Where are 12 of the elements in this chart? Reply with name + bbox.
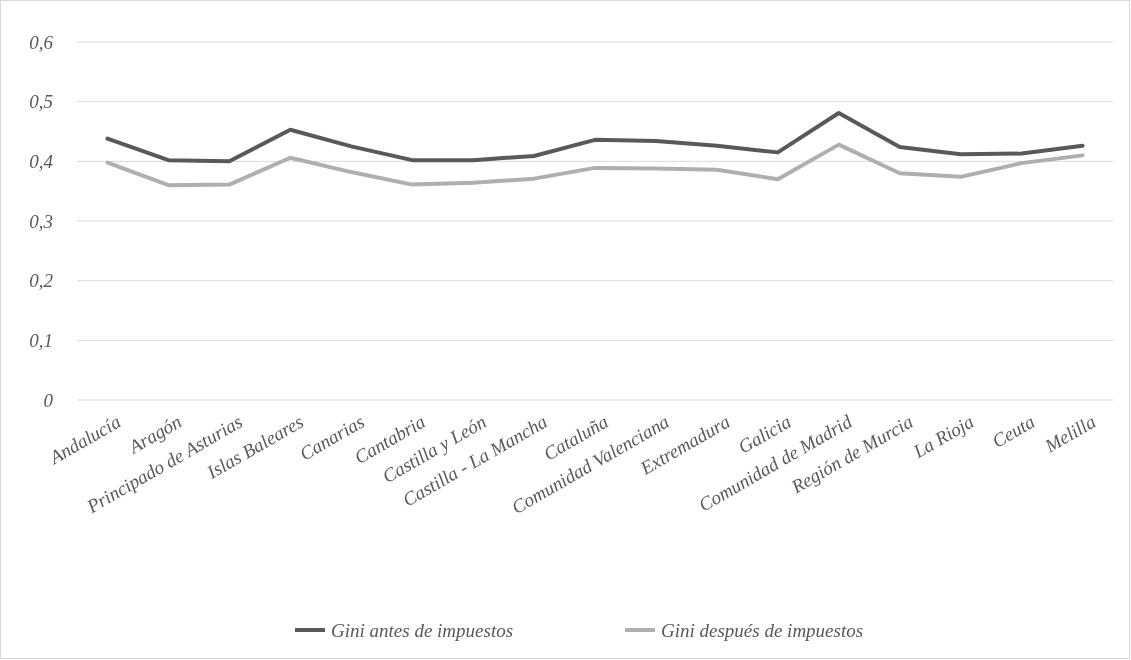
y-tick-label: 0,2 (29, 270, 54, 292)
legend-label: Gini antes de impuestos (331, 619, 514, 641)
y-tick-label: 0,3 (29, 210, 53, 232)
legend-label: Gini después de impuestos (661, 619, 864, 641)
y-tick-label: 0,6 (29, 31, 54, 53)
y-tick-label: 0,4 (29, 150, 54, 172)
x-tick-label: Ceuta (988, 410, 1039, 452)
y-tick-label: 0,1 (29, 329, 53, 351)
line-series (105, 111, 1085, 164)
y-tick-label: 0 (43, 389, 54, 411)
y-tick-label: 0,5 (29, 91, 53, 113)
line-series (105, 142, 1085, 188)
